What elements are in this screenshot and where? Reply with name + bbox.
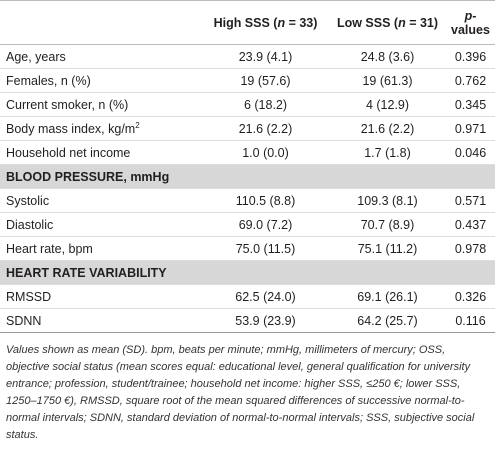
header-text: = 33) [285, 15, 318, 30]
cell-value: 110.5 (8.8) [202, 188, 329, 213]
cell-value: 0.046 [446, 140, 495, 165]
cell-value: 69.1 (26.1) [329, 284, 446, 309]
row-label: Systolic [0, 188, 202, 213]
cell-value: 6 (18.2) [202, 92, 329, 117]
cell-value: 0.116 [446, 308, 495, 333]
cell-value: 70.7 (8.9) [329, 212, 446, 237]
section-title: BLOOD PRESSURE, mmHg [0, 164, 495, 189]
data-row: Age, years 23.9 (4.1) 24.8 (3.6) 0.396 [0, 44, 495, 69]
cell-value: 1.0 (0.0) [202, 140, 329, 165]
header-text: Low SSS ( [336, 15, 399, 30]
data-row: Body mass index, kg/m2 21.6 (2.2) 21.6 (2.… [0, 116, 495, 141]
header-text: n [398, 15, 406, 30]
cell-value: 0.396 [446, 44, 495, 69]
row-label: Heart rate, bpm [0, 236, 202, 261]
cell-value: 24.8 (3.6) [329, 44, 446, 69]
label-text: Body mass index, kg/m [6, 122, 136, 137]
cell-value: 0.978 [446, 236, 495, 261]
row-label: Females, n (%) [0, 68, 202, 93]
row-label: Age, years [0, 44, 202, 69]
section-title: HEART RATE VARIABILITY [0, 260, 495, 285]
cell-value: 0.762 [446, 68, 495, 93]
cell-value: 64.2 (25.7) [329, 308, 446, 333]
cell-value: 23.9 (4.1) [202, 44, 329, 69]
cell-value: 62.5 (24.0) [202, 284, 329, 309]
header-cell: p-values [446, 0, 495, 45]
cell-value: 0.571 [446, 188, 495, 213]
row-label: Current smoker, n (%) [0, 92, 202, 117]
cell-value: 0.437 [446, 212, 495, 237]
cell-value: 53.9 (23.9) [202, 308, 329, 333]
header-text: p [464, 8, 473, 23]
data-row: RMSSD 62.5 (24.0) 69.1 (26.1) 0.326 [0, 284, 495, 309]
row-label: Household net income [0, 140, 202, 165]
header-text: -values [451, 8, 490, 37]
header-row: High SSS (n = 33) Low SSS (n = 31) p-val… [0, 0, 495, 45]
cell-value: 19 (61.3) [329, 68, 446, 93]
data-row: SDNN 53.9 (23.9) 64.2 (25.7) 0.116 [0, 308, 495, 333]
header-text: High SSS ( [213, 15, 278, 30]
header-blank [0, 0, 202, 45]
data-table: High SSS (n = 33) Low SSS (n = 31) p-val… [0, 0, 495, 333]
cell-value: 0.345 [446, 92, 495, 117]
data-row: Females, n (%) 19 (57.6) 19 (61.3) 0.762 [0, 68, 495, 93]
data-row: Systolic 110.5 (8.8) 109.3 (8.1) 0.571 [0, 188, 495, 213]
cell-value: 109.3 (8.1) [329, 188, 446, 213]
cell-value: 75.0 (11.5) [202, 236, 329, 261]
data-row: Diastolic 69.0 (7.2) 70.7 (8.9) 0.437 [0, 212, 495, 237]
cell-value: 4 (12.9) [329, 92, 446, 117]
cell-value: 21.6 (2.2) [202, 116, 329, 141]
footnote: Values shown as mean (SD). bpm, beats pe… [6, 344, 475, 441]
cell-value: 0.326 [446, 284, 495, 309]
header-text: = 31) [405, 15, 439, 30]
header-cell: High SSS (n = 33) [202, 0, 329, 45]
section-row: HEART RATE VARIABILITY [0, 260, 495, 285]
row-label: Diastolic [0, 212, 202, 237]
cell-value: 21.6 (2.2) [329, 116, 446, 141]
table-body: Age, years 23.9 (4.1) 24.8 (3.6) 0.396 Femal… [0, 44, 495, 333]
row-label: Body mass index, kg/m2 [0, 116, 202, 141]
cell-value: 0.971 [446, 116, 495, 141]
row-label: SDNN [0, 308, 202, 333]
section-row: BLOOD PRESSURE, mmHg [0, 164, 495, 189]
data-row: Heart rate, bpm 75.0 (11.5) 75.1 (11.2) 0.9… [0, 236, 495, 261]
row-label: RMSSD [0, 284, 202, 309]
label-superscript: 2 [135, 120, 140, 130]
data-row: Household net income 1.0 (0.0) 1.7 (1.8) 0.… [0, 140, 495, 165]
cell-value: 19 (57.6) [202, 68, 329, 93]
header-text: n [277, 15, 286, 30]
cell-value: 1.7 (1.8) [329, 140, 446, 165]
cell-value: 69.0 (7.2) [202, 212, 329, 237]
data-row: Current smoker, n (%) 6 (18.2) 4 (12.9) 0.3… [0, 92, 495, 117]
cell-value: 75.1 (11.2) [329, 236, 446, 261]
header-cell: Low SSS (n = 31) [329, 0, 446, 45]
